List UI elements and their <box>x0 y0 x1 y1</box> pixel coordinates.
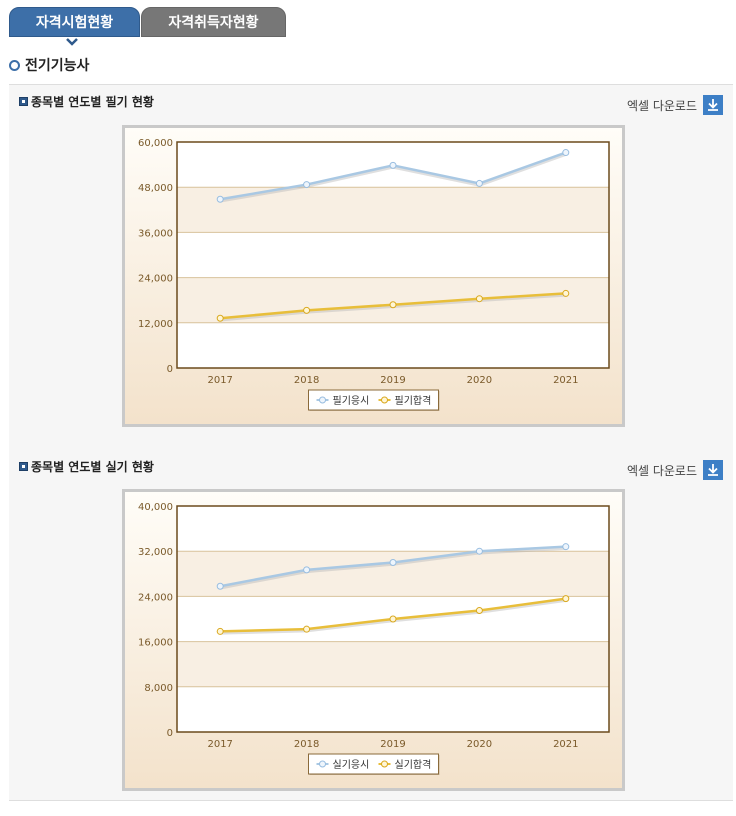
chart-written: 60,000 48,000 36,000 24,000 12,000 0 2017 2018 2… <box>122 125 625 427</box>
y-tick-label: 40,000 <box>138 502 173 513</box>
x-tick-label: 2018 <box>294 375 319 386</box>
data-point <box>216 195 224 203</box>
data-point <box>216 314 224 322</box>
legend-label: 실기응시 <box>333 759 370 771</box>
excel-download-button[interactable]: 엑셀 다운로드 <box>627 95 723 115</box>
content-panel: 종목별 연도별 필기 현황 엑셀 다운로드 60,000 48,000 36,000… <box>9 85 733 800</box>
y-tick-label: 60,000 <box>138 138 173 149</box>
y-tick-label: 32,000 <box>138 547 173 558</box>
data-point <box>303 181 311 189</box>
data-point <box>303 566 311 574</box>
x-tick-label: 2019 <box>380 375 405 386</box>
grid-band <box>177 506 609 552</box>
data-point <box>475 547 483 555</box>
data-point <box>303 306 311 314</box>
x-tick-label: 2021 <box>553 739 578 750</box>
y-tick-label: 0 <box>167 364 173 375</box>
data-point <box>475 179 483 187</box>
grid-band <box>177 641 609 687</box>
data-point <box>389 161 397 169</box>
data-point <box>389 559 397 566</box>
legend-label: 필기응시 <box>333 395 370 407</box>
x-tick-label: 2018 <box>294 739 319 750</box>
y-tick-label: 8,000 <box>144 683 173 694</box>
grid-band <box>177 232 609 278</box>
chart-practical: 40,000 32,000 24,000 16,000 8,000 0 2017 2018 20… <box>122 489 625 791</box>
legend <box>308 753 439 775</box>
y-tick-label: 24,000 <box>138 274 173 285</box>
x-tick-label: 2020 <box>467 375 492 386</box>
data-point <box>562 595 570 603</box>
legend-label: 실기합격 <box>395 758 432 771</box>
divider <box>9 84 733 85</box>
data-point <box>389 301 397 309</box>
section-title-written: 종목별 연도별 필기 현황 <box>19 93 154 110</box>
legend-marker <box>381 760 388 768</box>
excel-download-button[interactable]: 엑셀 다운로드 <box>627 460 723 480</box>
y-tick-label: 36,000 <box>138 228 173 239</box>
legend <box>308 389 439 411</box>
divider <box>9 800 733 801</box>
grid-band <box>177 187 609 233</box>
legend-marker <box>319 760 326 768</box>
grid-band <box>177 322 609 368</box>
tab-exam-status[interactable]: 자격시험현황 <box>9 7 140 37</box>
data-point <box>475 295 483 303</box>
plot-border <box>176 505 610 733</box>
legend-marker <box>319 396 326 404</box>
data-point <box>562 289 570 297</box>
y-tick-label: 48,000 <box>138 183 173 194</box>
tab-acquirer-status[interactable]: 자격취득자현황 <box>141 7 286 37</box>
data-point <box>389 615 397 623</box>
y-tick-label: 24,000 <box>138 592 173 603</box>
x-tick-label: 2017 <box>207 375 232 386</box>
line-chart-written: 60,000 48,000 36,000 24,000 12,000 0 2017 2018 2… <box>138 138 610 411</box>
data-point <box>562 543 570 551</box>
page-title: 전기기능사 <box>9 55 89 75</box>
legend-marker <box>381 396 388 404</box>
square-bullet-icon <box>19 462 28 471</box>
y-tick-label: 0 <box>167 728 173 739</box>
data-point <box>475 607 483 615</box>
y-tick-label: 16,000 <box>138 638 173 649</box>
data-point <box>216 582 224 590</box>
x-tick-label: 2020 <box>467 739 492 750</box>
data-point <box>562 149 570 157</box>
x-tick-label: 2019 <box>380 739 405 750</box>
line-chart-practical: 40,000 32,000 24,000 16,000 8,000 0 2017 2018 20… <box>138 502 610 775</box>
chevron-down-icon <box>66 38 78 46</box>
legend-label: 필기합격 <box>395 394 432 407</box>
x-tick-label: 2017 <box>207 739 232 750</box>
circle-bullet-icon <box>9 59 20 71</box>
grid-band <box>177 686 609 732</box>
section-title-practical: 종목별 연도별 실기 현황 <box>19 458 154 475</box>
y-tick-label: 12,000 <box>138 319 173 330</box>
plot-border <box>176 141 610 369</box>
data-point <box>303 625 311 633</box>
x-tick-label: 2021 <box>553 375 578 386</box>
data-point <box>216 627 224 635</box>
grid-band <box>177 551 609 597</box>
download-icon <box>703 95 723 115</box>
download-icon <box>703 460 723 480</box>
square-bullet-icon <box>19 97 28 106</box>
